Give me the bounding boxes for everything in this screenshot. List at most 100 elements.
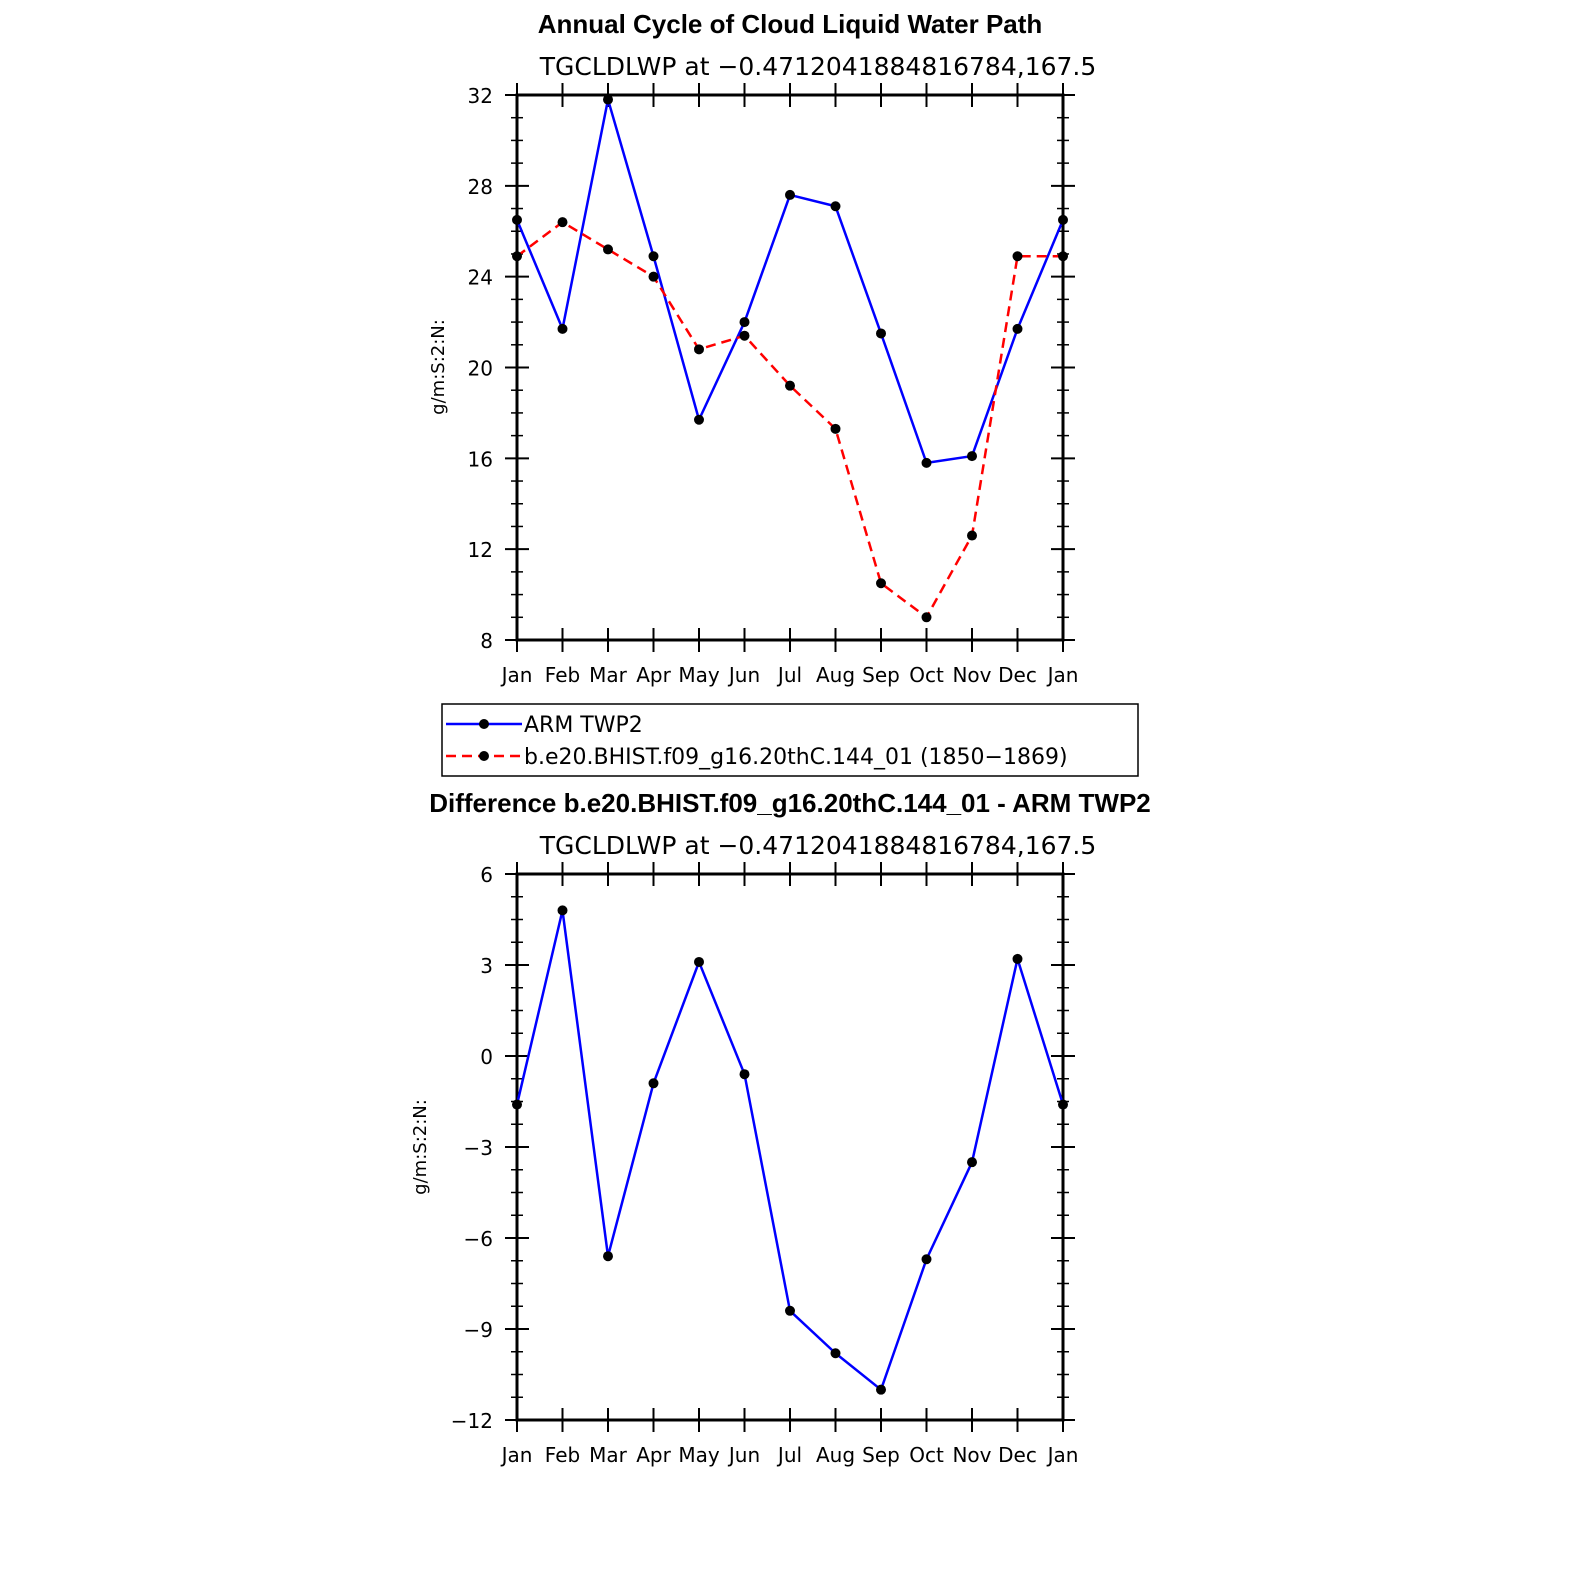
- data-point: [967, 1157, 977, 1168]
- data-point: [830, 201, 841, 212]
- data-point: [967, 530, 977, 541]
- data-point: [512, 251, 522, 262]
- legend-box: [441, 703, 1139, 777]
- chart-annual-cycle: Annual Cycle of Cloud Liquid Water Path …: [428, 9, 1096, 687]
- x-tick-label: Feb: [545, 663, 580, 687]
- series-line-1: [516, 220, 1063, 619]
- data-point: [694, 414, 704, 425]
- x-tick-label: Oct: [909, 1443, 944, 1467]
- y-tick-label: 6: [480, 863, 493, 887]
- legend-item-model: b.e20.BHIST.f09_g16.20thC.144_01 (1850−1…: [446, 745, 1068, 770]
- plot-frame: [515, 872, 1065, 1422]
- y-tick-label: −3: [464, 1136, 493, 1160]
- data-point: [1012, 953, 1023, 964]
- x-tick-label: Jan: [1046, 1443, 1079, 1467]
- chart-subtitle: TGCLDLWP at −0.4712041884816784,167.5: [539, 52, 1097, 81]
- y-tick-label: 8: [480, 629, 493, 653]
- x-tick-label: Jan: [1046, 663, 1079, 687]
- data-point: [557, 323, 568, 334]
- data-point: [785, 189, 795, 200]
- data-point: [739, 1069, 750, 1080]
- x-tick-label: Aug: [816, 1443, 855, 1467]
- data-point: [967, 451, 977, 462]
- legend-marker: [479, 719, 489, 729]
- data-point: [876, 328, 886, 339]
- x-tick-label: Nov: [952, 663, 991, 687]
- data-point: [739, 330, 750, 341]
- data-point: [557, 905, 568, 916]
- legend-label: b.e20.BHIST.f09_g16.20thC.144_01 (1850−1…: [524, 745, 1068, 770]
- data-point: [921, 1254, 932, 1265]
- x-tick-label: Jan: [500, 663, 533, 687]
- x-tick-label: Mar: [589, 663, 628, 687]
- data-point: [648, 1078, 659, 1089]
- chart-title: Annual Cycle of Cloud Liquid Water Path: [538, 9, 1043, 39]
- x-tick-label: Mar: [589, 1443, 628, 1467]
- legend: ARM TWP2 b.e20.BHIST.f09_g16.20thC.144_0…: [441, 703, 1139, 777]
- data-point: [694, 956, 704, 967]
- chart-subtitle: TGCLDLWP at −0.4712041884816784,167.5: [539, 831, 1097, 860]
- x-tick-label: Jun: [727, 1443, 760, 1467]
- y-tick-label: 16: [468, 447, 493, 471]
- x-tick-label: Jul: [776, 663, 802, 687]
- x-tick-label: Aug: [816, 663, 855, 687]
- y-tick-label: 32: [468, 84, 493, 108]
- x-tick-label: Jan: [500, 1443, 533, 1467]
- data-point: [1012, 323, 1023, 334]
- y-tick-label: 0: [480, 1045, 493, 1069]
- chart-title: Difference b.e20.BHIST.f09_g16.20thC.144…: [429, 788, 1151, 818]
- data-point: [1012, 251, 1023, 262]
- series-line-0: [515, 98, 1065, 465]
- plot-area: Jan Feb Mar Apr May Jun Jul Aug Sep Oct Nov Dec Jan 8…: [468, 83, 1079, 687]
- series-line-0: [515, 909, 1065, 1391]
- data-point: [921, 457, 932, 468]
- data-point: [512, 214, 522, 225]
- y-tick-label: −9: [464, 1318, 493, 1342]
- x-tick-label: Apr: [636, 663, 671, 687]
- x-tick-label: Apr: [636, 1443, 671, 1467]
- y-tick-label: 12: [468, 538, 493, 562]
- legend-marker: [479, 751, 489, 761]
- y-axis-label: g/m:S:2:N:: [410, 1099, 431, 1195]
- plot-area: Jan Feb Mar Apr May Jun Jul Aug Sep Oct Nov Dec Jan−…: [451, 862, 1079, 1467]
- x-tick-label: Jul: [776, 1443, 802, 1467]
- x-tick-label: May: [678, 1443, 720, 1467]
- data-point: [557, 217, 568, 228]
- data-point: [830, 423, 841, 434]
- data-point: [603, 94, 613, 105]
- plot-frame: [515, 93, 1065, 642]
- x-tick-label: Oct: [909, 663, 944, 687]
- y-tick-label: 20: [468, 357, 493, 381]
- x-tick-label: Sep: [862, 1443, 900, 1467]
- x-tick-label: Dec: [998, 663, 1037, 687]
- data-point: [739, 317, 750, 328]
- legend-item-arm: ARM TWP2: [446, 713, 643, 738]
- x-tick-label: Sep: [862, 663, 900, 687]
- data-point: [1058, 251, 1068, 262]
- data-point: [1058, 1099, 1068, 1110]
- legend-label: ARM TWP2: [524, 713, 643, 738]
- y-tick-label: 28: [468, 175, 493, 199]
- x-tick-label: Jun: [727, 663, 760, 687]
- x-tick-label: Dec: [998, 1443, 1037, 1467]
- data-point: [876, 578, 886, 589]
- data-point: [603, 244, 613, 255]
- data-point: [648, 251, 659, 262]
- data-point: [876, 1384, 886, 1395]
- data-point: [512, 1099, 522, 1110]
- chart-difference: Difference b.e20.BHIST.f09_g16.20thC.144…: [410, 788, 1151, 1467]
- data-point: [648, 271, 659, 282]
- data-point: [785, 380, 795, 391]
- y-tick-label: 3: [480, 954, 493, 978]
- data-point: [1058, 214, 1068, 225]
- x-tick-label: Feb: [545, 1443, 580, 1467]
- x-tick-label: May: [678, 663, 720, 687]
- data-point: [694, 344, 704, 355]
- y-tick-label: −12: [451, 1409, 493, 1433]
- y-axis-label: g/m:S:2:N:: [428, 319, 449, 415]
- data-point: [830, 1348, 841, 1359]
- data-point: [603, 1251, 613, 1262]
- y-tick-label: 24: [468, 266, 493, 290]
- x-tick-label: Nov: [952, 1443, 991, 1467]
